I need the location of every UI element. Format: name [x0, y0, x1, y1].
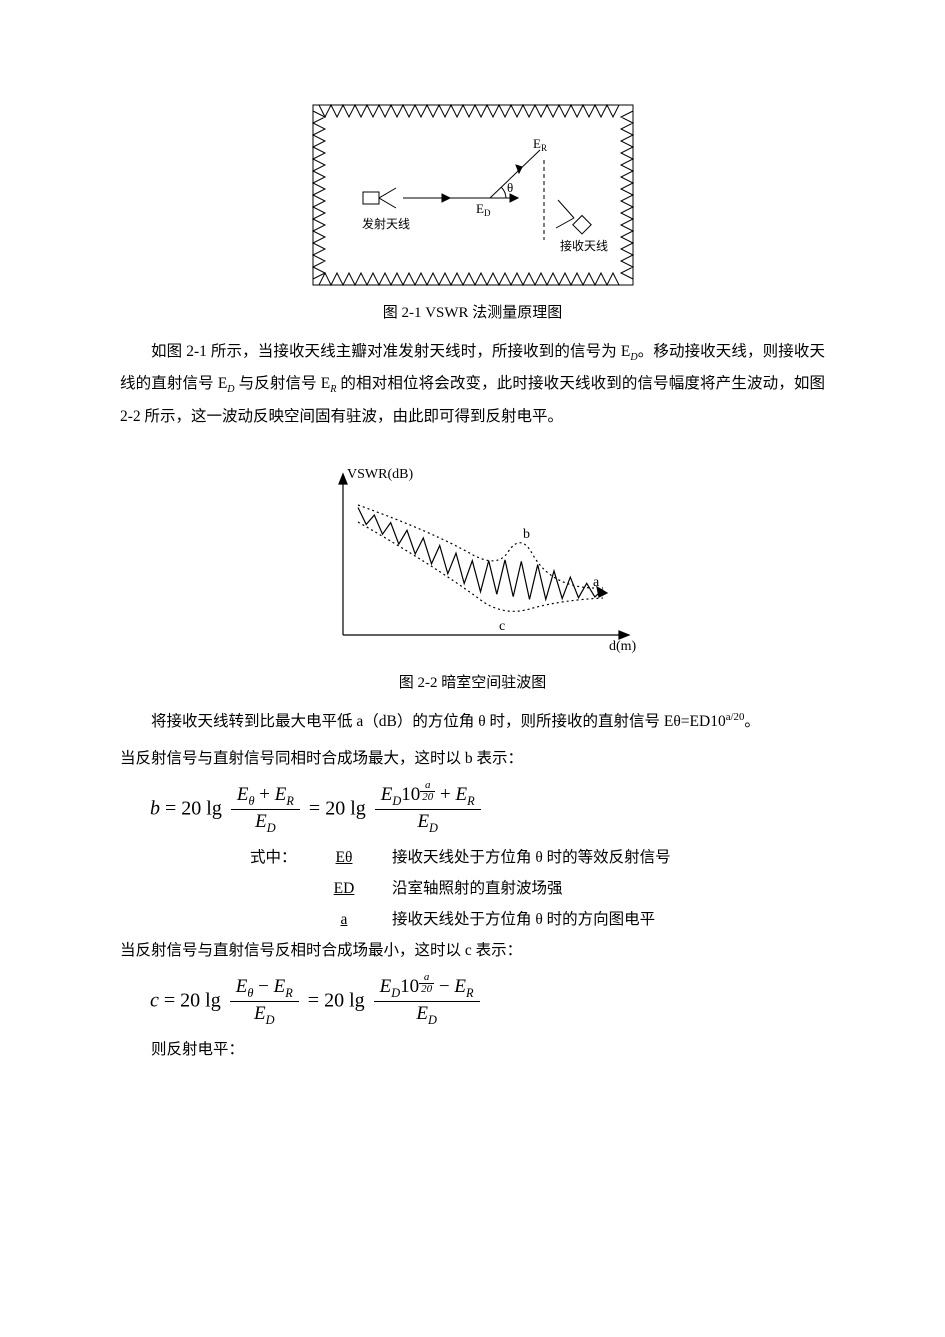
symbol-definitions: 式中： Eθ 接收天线处于方位角 θ 时的等效反射信号 ED 沿室轴照射的直射波… — [250, 842, 825, 935]
def-row-1: ED 沿室轴照射的直射波场强 — [250, 873, 825, 904]
eqb-lhs: b — [150, 797, 160, 819]
eqb-n2c: E — [456, 784, 468, 805]
fig2-a: a — [593, 575, 600, 590]
p2-eqn: Eθ=ED10 — [664, 713, 726, 730]
fig2-b: b — [523, 527, 530, 542]
eqb-n1as: θ — [248, 793, 254, 807]
p2-a: 将接收天线转到比最大电平低 a（dB）的方位角 θ 时，则所接收的直射信号 — [151, 713, 664, 730]
equation-c: c = 20 lg Eθ − ER ED = 20 lg ED10a20 − E… — [150, 976, 825, 1028]
paragraph-3: 当反射信号与直射信号同相时合成场最大，这时以 b 表示： — [120, 743, 825, 774]
fig1-ed-sub: D — [483, 208, 490, 218]
eqb-const1: 20 — [181, 797, 201, 819]
def-sym-2: a — [320, 904, 368, 935]
figure-2-2: VSWR(dB) d(m) b a c — [120, 460, 825, 665]
eqb-const2: 20 — [325, 797, 345, 819]
fig1-er-sub: R — [540, 143, 546, 153]
figure-2-1: 发射天线 接收天线 ER ED θ — [120, 100, 825, 295]
eqc-d1: E — [254, 1003, 266, 1024]
eqb-n1bs: R — [286, 793, 294, 807]
def-sym-1: ED — [320, 873, 368, 904]
figure-2-2-svg: VSWR(dB) d(m) b a c — [303, 460, 643, 660]
eqc-lhs: c — [150, 989, 159, 1011]
paragraph-5: 则反射电平： — [120, 1034, 825, 1065]
def-desc-2: 接收天线处于方位角 θ 时的方向图电平 — [392, 904, 655, 935]
eqc-const1: 20 — [180, 989, 200, 1011]
eqb-n2cs: R — [467, 793, 475, 807]
svg-text:ER: ER — [533, 136, 547, 153]
p2-exp: a/20 — [726, 710, 745, 722]
p1-sub2: D — [227, 384, 234, 395]
eqc-n2c: E — [454, 976, 466, 997]
fig1-theta: θ — [507, 180, 513, 195]
page-root: 发射天线 接收天线 ER ED θ 图 2-1 VSWR 法测量原理图 如图 2… — [0, 0, 945, 1111]
svg-text:ED: ED — [476, 201, 491, 218]
eqb-d1s: D — [267, 821, 276, 835]
fig1-rx-label: 接收天线 — [560, 238, 608, 253]
eqc-expd: 20 — [419, 984, 434, 995]
eqc-n1a: E — [236, 976, 248, 997]
eqb-n2op: + — [440, 784, 451, 805]
figure-2-1-caption: 图 2-1 VSWR 法测量原理图 — [120, 301, 825, 322]
eqc-n1bs: R — [285, 986, 293, 1000]
eqc-const2: 20 — [324, 989, 344, 1011]
figure-2-2-caption: 图 2-2 暗室空间驻波图 — [120, 671, 825, 692]
p1-c: 与反射信号 E — [235, 375, 331, 392]
eqc-d2: E — [416, 1003, 428, 1024]
paragraph-2: 将接收天线转到比最大电平低 a（dB）的方位角 θ 时，则所接收的直射信号 Eθ… — [120, 706, 825, 737]
p2-tail: 。 — [744, 713, 760, 730]
defs-lead: 式中： — [250, 842, 320, 873]
def-row-0: 式中： Eθ 接收天线处于方位角 θ 时的等效反射信号 — [250, 842, 825, 873]
eqc-n2b: 10 — [400, 976, 419, 997]
eqc-expn: a — [419, 972, 434, 984]
eqb-expd: 20 — [420, 792, 435, 803]
eqc-d1s: D — [266, 1013, 275, 1027]
paragraph-1: 如图 2-1 所示，当接收天线主瓣对准发射天线时，所接收到的信号为 ED。移动接… — [120, 336, 825, 432]
paragraph-4: 当反射信号与直射信号反相时合成场最小，这时以 c 表示： — [120, 935, 825, 966]
eqb-expn: a — [420, 780, 435, 792]
figure-2-1-svg: 发射天线 接收天线 ER ED θ — [308, 100, 638, 290]
fig1-er: E — [533, 136, 541, 151]
eqb-n2a: E — [381, 784, 393, 805]
eqc-d2s: D — [428, 1013, 437, 1027]
eqb-n2as: D — [392, 793, 401, 807]
def-desc-0: 接收天线处于方位角 θ 时的等效反射信号 — [392, 842, 671, 873]
fig2-c: c — [499, 619, 505, 634]
eqc-n2as: D — [391, 986, 400, 1000]
def-sym-0: Eθ — [320, 842, 368, 873]
eqb-n1a: E — [237, 784, 249, 805]
def-desc-1: 沿室轴照射的直射波场强 — [392, 873, 563, 904]
eqc-n1op: − — [258, 976, 269, 997]
eqb-d2: E — [417, 811, 429, 832]
eqb-d1: E — [255, 811, 267, 832]
eqc-fn2: lg — [349, 989, 365, 1011]
eqc-n1b: E — [274, 976, 286, 997]
eqc-n1as: θ — [247, 986, 253, 1000]
def-row-2: a 接收天线处于方位角 θ 时的方向图电平 — [250, 904, 825, 935]
p1-sub1: D — [630, 352, 637, 363]
eqb-d2s: D — [429, 821, 438, 835]
eqc-n2op: − — [439, 976, 450, 997]
fig2-ylabel: VSWR(dB) — [347, 467, 413, 482]
eqb-n1op: + — [259, 784, 270, 805]
eqc-n2a: E — [380, 976, 392, 997]
fig2-xlabel: d(m) — [609, 639, 637, 654]
p1-a: 如图 2-1 所示，当接收天线主瓣对准发射天线时，所接收到的信号为 E — [151, 343, 630, 360]
eqb-n1b: E — [275, 784, 287, 805]
eqc-n2cs: R — [466, 986, 474, 1000]
eqc-fn1: lg — [205, 989, 221, 1011]
eqb-fn1: lg — [206, 797, 222, 819]
fig1-ed: E — [476, 201, 484, 216]
eqb-fn2: lg — [350, 797, 366, 819]
equation-b: b = 20 lg Eθ + ER ED = 20 lg ED10a20 + E… — [150, 784, 825, 836]
fig1-tx-label: 发射天线 — [362, 216, 410, 231]
eqb-n2b: 10 — [401, 784, 420, 805]
